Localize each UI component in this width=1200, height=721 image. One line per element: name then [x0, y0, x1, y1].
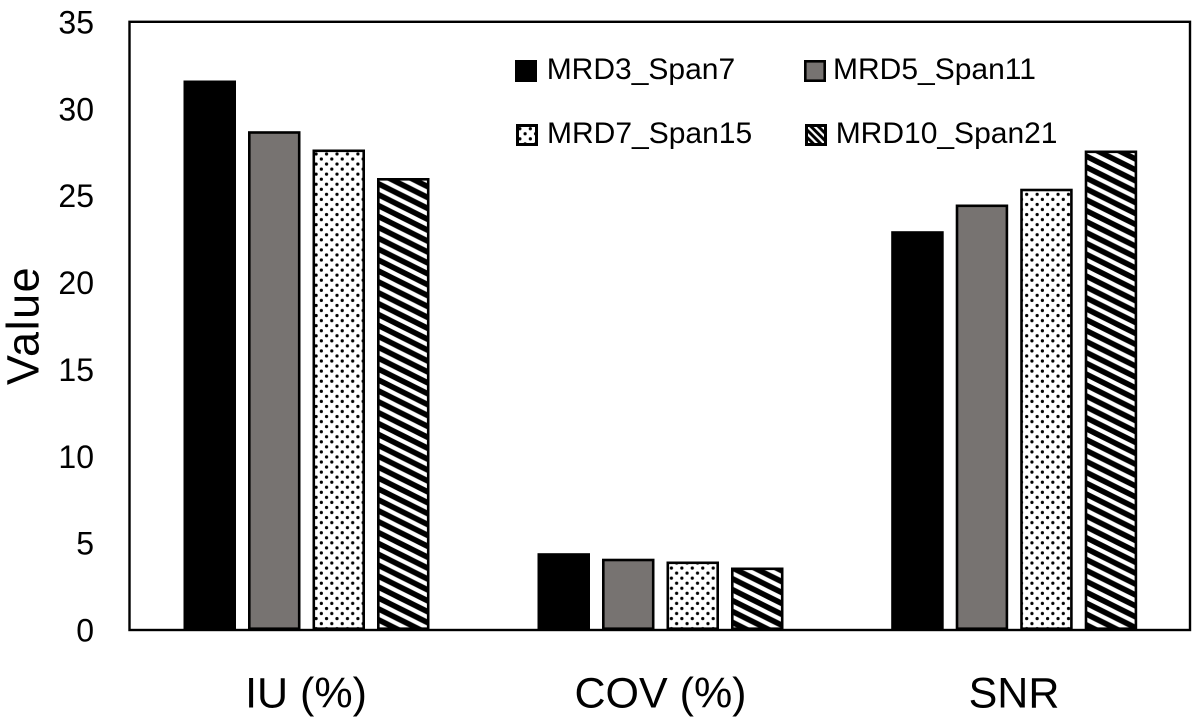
svg-text:MRD7_Span15: MRD7_Span15 [547, 117, 752, 150]
svg-text:15: 15 [58, 352, 94, 388]
svg-text:25: 25 [58, 178, 94, 214]
svg-text:0: 0 [76, 613, 94, 649]
svg-text:SNR: SNR [969, 670, 1060, 718]
svg-text:10: 10 [58, 439, 94, 475]
svg-text:30: 30 [58, 91, 94, 127]
svg-text:20: 20 [58, 265, 94, 301]
svg-text:MRD10_Span21: MRD10_Span21 [836, 117, 1058, 150]
svg-text:MRD3_Span7: MRD3_Span7 [547, 53, 735, 86]
svg-text:MRD5_Span11: MRD5_Span11 [833, 53, 1036, 86]
svg-text:IU (%): IU (%) [245, 670, 367, 718]
svg-text:35: 35 [58, 4, 94, 40]
svg-text:Value: Value [0, 266, 49, 385]
svg-text:5: 5 [76, 526, 94, 562]
svg-text:COV (%): COV (%) [575, 670, 747, 718]
